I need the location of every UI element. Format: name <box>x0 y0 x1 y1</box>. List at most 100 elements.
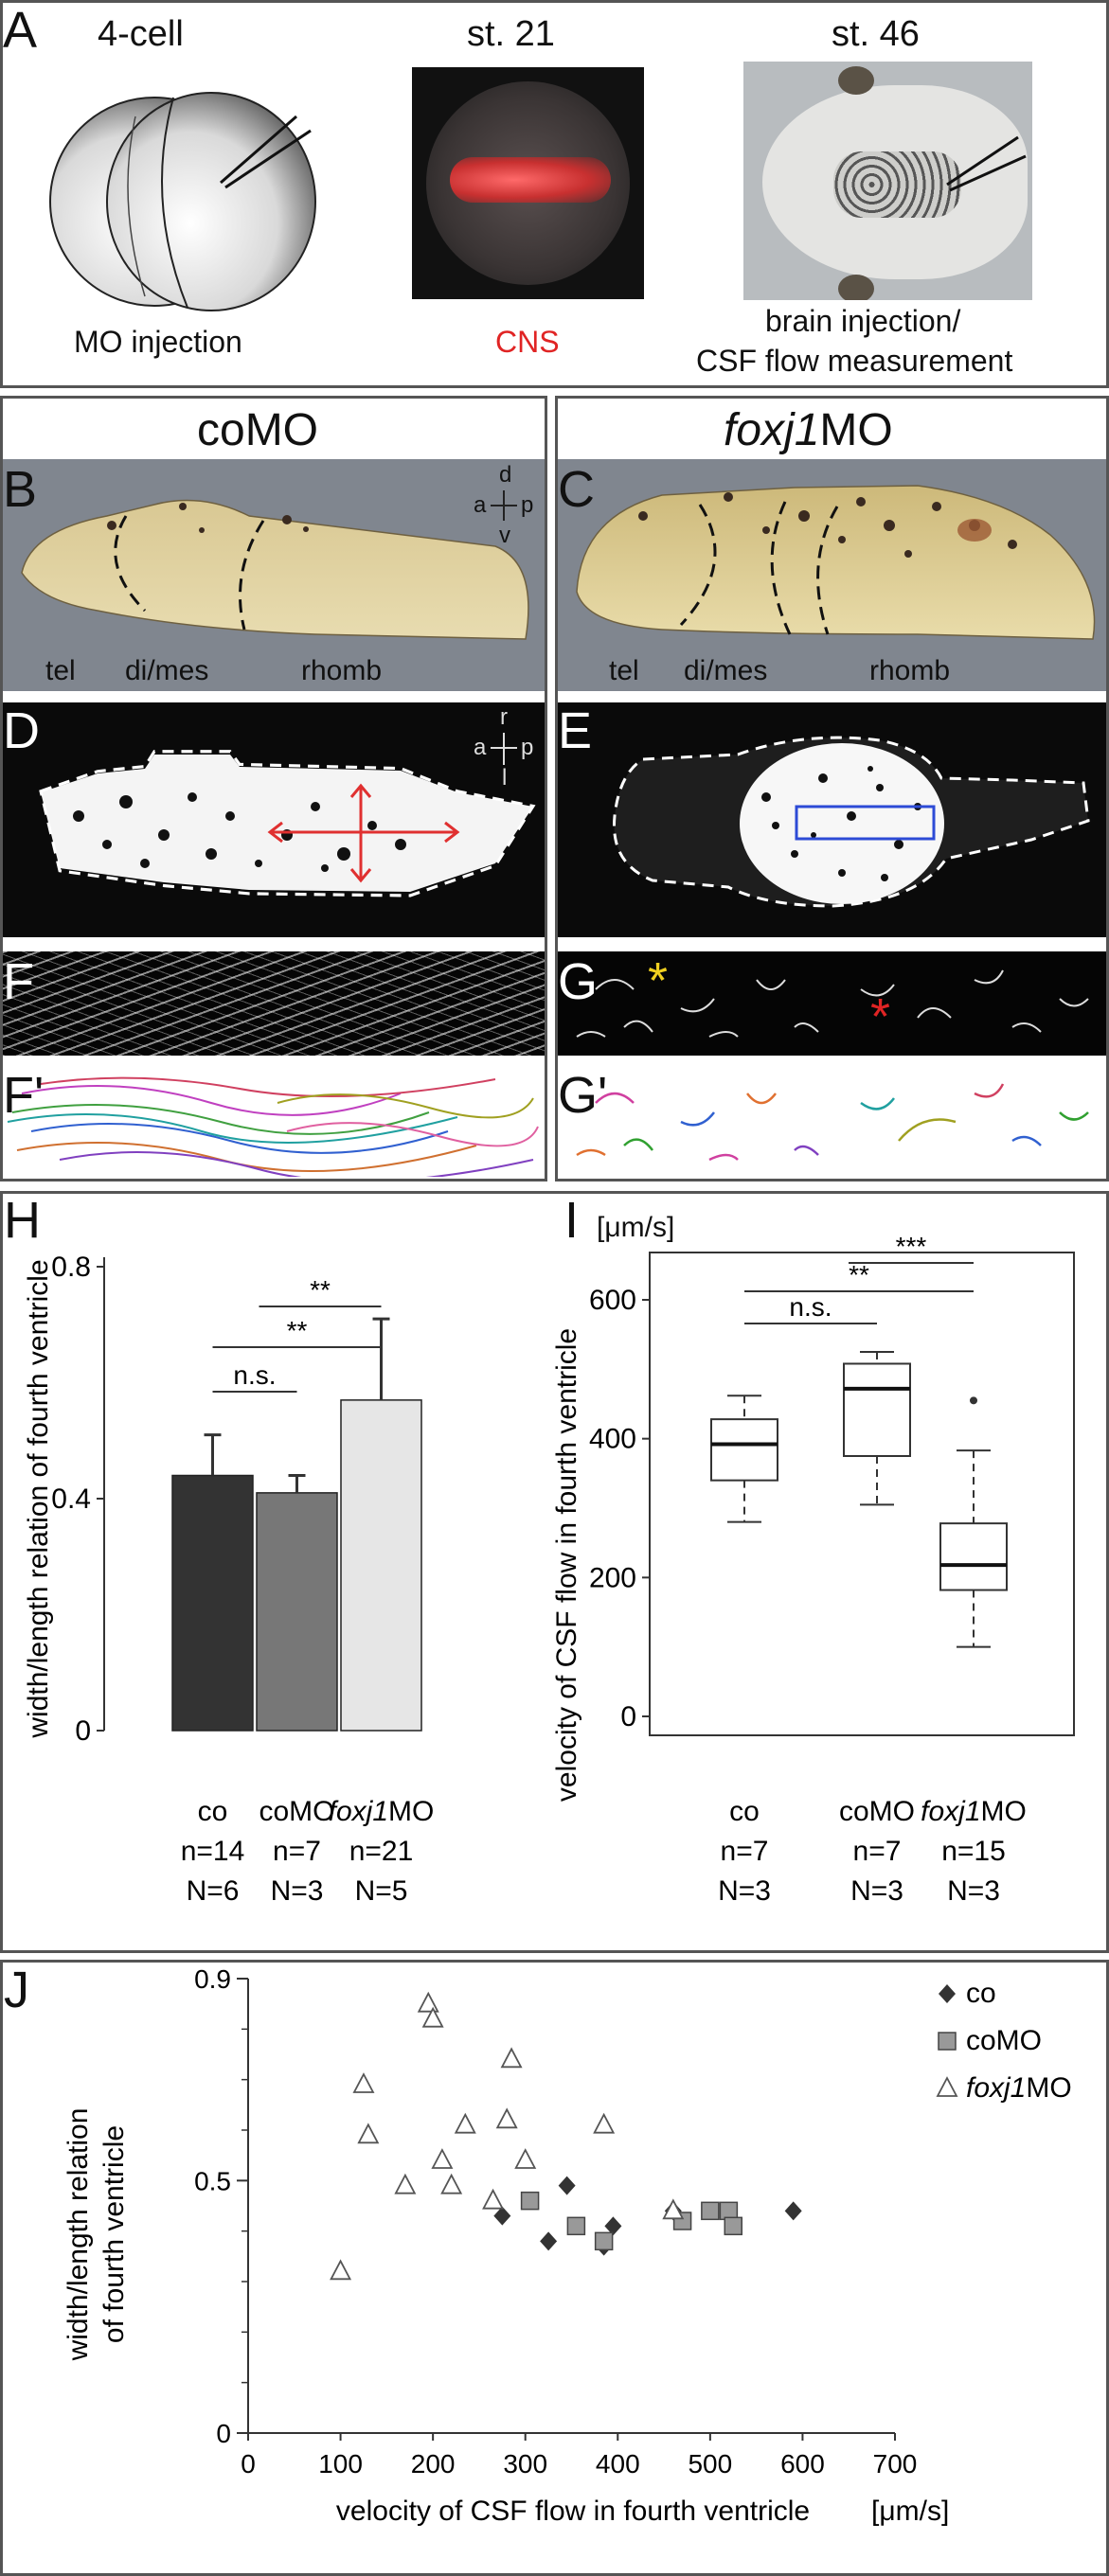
chart-i-category-2-italic: foxj1 <box>921 1796 980 1827</box>
brain-injection-caption-line2: CSF flow measurement <box>696 344 1013 378</box>
chart-j-ytick-label-1: 0.5 <box>194 2166 231 2195</box>
chart-j-point-co-6 <box>784 2201 802 2221</box>
chart-i-outlier-2-0 <box>970 1396 977 1405</box>
chart-j-point-foxj1MO-1 <box>352 2072 375 2093</box>
panel-b-axis-p: p <box>521 492 534 518</box>
chart-i-N-1: N=3 <box>850 1875 903 1907</box>
chart-j-legend-label-1: coMO <box>966 2025 1042 2056</box>
chart-j-legend-marker-2 <box>936 2076 958 2097</box>
chart-h-n-1: n=7 <box>273 1836 321 1867</box>
chart-j-xtick-label-4: 400 <box>596 2449 640 2478</box>
panel-i-letter: I <box>564 1192 580 1249</box>
chart-i-N-0: N=3 <box>718 1875 771 1907</box>
panel-f-prime-colored-tracks <box>3 1065 545 1177</box>
panel-d-ventricle-image <box>3 702 545 937</box>
panel-j-letter: J <box>4 1962 29 2018</box>
chart-i-sig-ns-label: n.s. <box>789 1292 832 1322</box>
chart-j-point-foxj1MO-11 <box>500 2047 523 2069</box>
chart-h-n-2: n=21 <box>349 1836 414 1867</box>
chart-i-category-2: foxj1MO <box>921 1796 1027 1827</box>
chart-j-legend-label-2: foxj1MO <box>966 2072 1072 2104</box>
panel-i-unit-label: [μm/s] <box>597 1212 675 1243</box>
chart-j-point-foxj1MO-5 <box>421 2006 444 2028</box>
chart-j-point-foxj1MO-14 <box>662 2198 685 2220</box>
chart-j-xtick-label-6: 600 <box>780 2449 825 2478</box>
chart-j-xunit: [μm/s] <box>871 2496 949 2527</box>
panel-d-letter: D <box>3 702 40 759</box>
chart-h-category-2: foxj1MO <box>329 1796 435 1827</box>
chart-j-legend-marker-0 <box>939 1984 956 2003</box>
chart-i-frame <box>649 1252 1075 1736</box>
panel-d-axis-a: a <box>474 735 487 760</box>
chart-j-xtick-label-2: 200 <box>411 2449 456 2478</box>
panel-d-axis-l: l <box>502 765 508 791</box>
chart-i-box-0 <box>710 1418 778 1482</box>
chart-j-point-coMO-2 <box>594 2231 614 2251</box>
panel-c-letter: C <box>558 461 595 518</box>
panel-b-axis-d: d <box>499 462 512 488</box>
chart-i-n-2: n=15 <box>941 1836 1006 1867</box>
panel-b-letter: B <box>3 461 38 518</box>
chart-j-xtick-label-5: 500 <box>688 2449 732 2478</box>
chart-h-ylabel: width/length relation of fourth ventricl… <box>23 1259 54 1738</box>
chart-j-point-coMO-1 <box>566 2216 586 2236</box>
chart-i-ytick-label-3: 600 <box>589 1285 636 1316</box>
panel-g-letter: G <box>558 953 599 1010</box>
chart-h-ytick-label-0: 0 <box>75 1715 91 1747</box>
chart-j-point-foxj1MO-4 <box>417 1991 439 2013</box>
foxj1MO-header: foxj1MO <box>724 404 893 456</box>
chart-h-ytick-label-1: 0.4 <box>51 1483 91 1515</box>
panel-j-frame <box>0 1960 1109 2576</box>
chart-i-category-1: coMO <box>839 1796 915 1827</box>
chart-j-point-foxj1MO-7 <box>440 2173 463 2194</box>
stage-46-label: st. 46 <box>832 14 920 54</box>
panel-c-brain-image <box>558 459 1106 691</box>
chart-j-point-foxj1MO-2 <box>357 2123 380 2144</box>
chart-j-point-co-0 <box>493 2206 511 2226</box>
panel-f-letter: F <box>3 953 34 1010</box>
mo-injection-caption: MO injection <box>74 325 242 359</box>
chart-h-category-1: coMO <box>259 1796 334 1827</box>
chart-i-sig-como-foxj1-label: *** <box>896 1232 927 1261</box>
chart-h-category-2-suffix: MO <box>388 1796 434 1827</box>
chart-j-point-foxj1MO-13 <box>593 2112 616 2134</box>
chart-j-xtick-label-3: 300 <box>503 2449 547 2478</box>
chart-j-point-co-4 <box>604 2216 622 2236</box>
chart-j-point-foxj1MO-8 <box>454 2112 476 2134</box>
four-cell-embryo-drawing <box>49 92 316 311</box>
panel-b-axis-cross-icon <box>491 490 517 521</box>
chart-i-box: 0 200 400 600 velocity of CSF flow in fourth… <box>555 1232 1075 1907</box>
chart-j-legend-label-2-suffix: MO <box>1026 2072 1071 2104</box>
chart-i-box-1 <box>843 1362 911 1457</box>
chart-j-point-co-2 <box>558 2176 576 2195</box>
chart-j-point-foxj1MO-12 <box>514 2148 537 2169</box>
chart-i-n-0: n=7 <box>721 1836 769 1867</box>
chart-j-ylabel-line1: width/length relation <box>63 2108 94 2362</box>
panel-g-prime-colored-tracks <box>558 1065 1106 1177</box>
chart-i-sig-co-foxj1-label: ** <box>849 1260 869 1289</box>
panel-g-particle-tracks-image: * * <box>558 951 1106 1056</box>
chart-i-ytick-label-0: 0 <box>620 1701 636 1732</box>
cns-caption: CNS <box>495 325 560 359</box>
brain-injection-caption-line1: brain injection/ <box>765 304 961 338</box>
panel-b-rhomb-label: rhomb <box>301 655 383 686</box>
chart-j-point-foxj1MO-3 <box>394 2173 417 2194</box>
chart-j-xtick-label-7: 700 <box>873 2449 918 2478</box>
stage-21-label: st. 21 <box>467 14 555 54</box>
chart-j-xtick-label-1: 100 <box>318 2449 363 2478</box>
chart-j-point-co-1 <box>540 2231 558 2251</box>
chart-j-ytick-label-0: 0 <box>216 2419 231 2448</box>
chart-h-n-0: n=14 <box>181 1836 245 1867</box>
chart-h-bar-2 <box>340 1399 422 1732</box>
panel-c-rhomb-label: rhomb <box>869 655 951 686</box>
panel-a: A 4-cell st. 21 st. 46 MO injection CNS <box>0 0 1109 388</box>
chart-j-point-foxj1MO-0 <box>330 2259 352 2281</box>
panel-a-letter: A <box>3 2 38 59</box>
chart-h-sig-ns-label: n.s. <box>233 1360 276 1390</box>
panel-g-prime-letter: G' <box>558 1067 608 1124</box>
st46-tadpole-image <box>743 62 1032 300</box>
st21-fluorescence-image <box>412 67 644 299</box>
chart-i-category-0: co <box>729 1796 760 1827</box>
chart-j-legend-marker-1 <box>938 2032 957 2051</box>
chart-h-category-0: co <box>198 1796 228 1827</box>
